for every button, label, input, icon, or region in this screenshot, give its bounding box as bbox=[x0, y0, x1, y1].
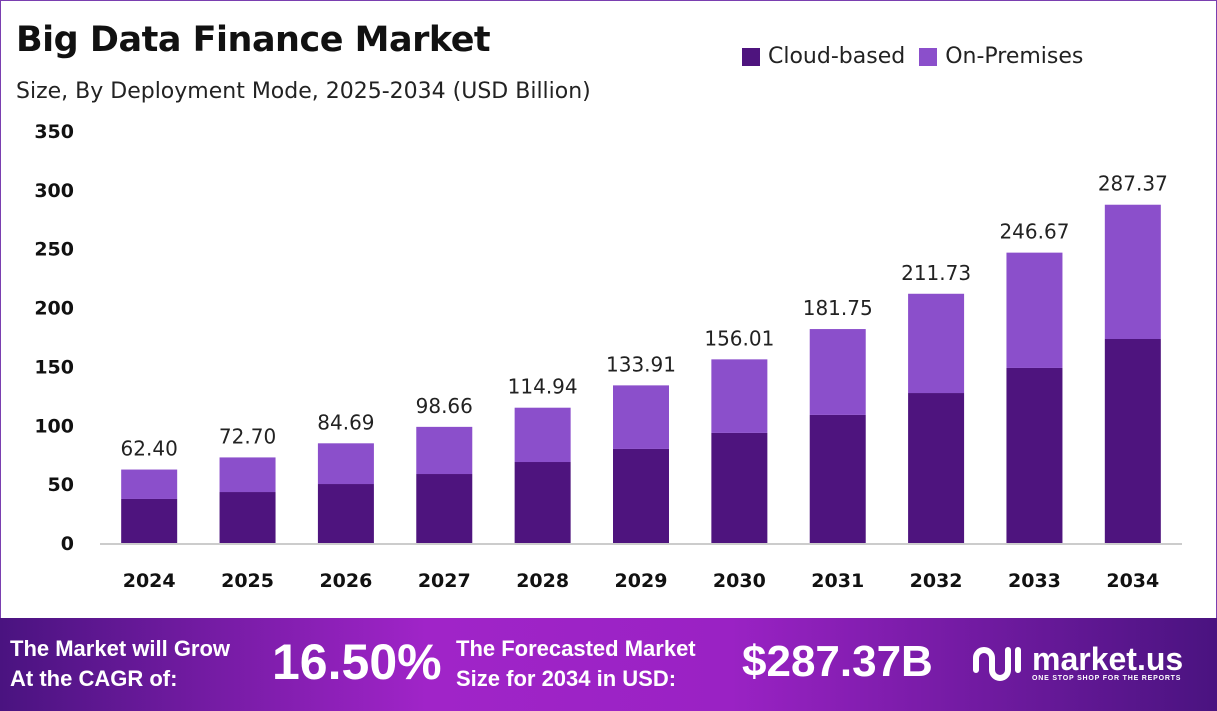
total-label-2028: 114.94 bbox=[508, 375, 578, 399]
chart-subtitle: Size, By Deployment Mode, 2025-2034 (USD… bbox=[16, 79, 591, 104]
x-tick-label: 2027 bbox=[418, 570, 471, 592]
market-us-logo: market.us ONE STOP SHOP FOR THE REPORTS bbox=[972, 640, 1183, 684]
y-tick-label: 0 bbox=[61, 533, 74, 555]
bar-cloud-2029 bbox=[613, 448, 669, 543]
bar-onprem-2027 bbox=[416, 426, 473, 475]
forecast-label-line1: The Forecasted Market bbox=[456, 636, 696, 661]
bar-cloud-2034 bbox=[1104, 339, 1161, 543]
cagr-value: 16.50% bbox=[272, 634, 442, 690]
bar-cloud-2033 bbox=[1006, 367, 1063, 543]
forecast-label: The Forecasted Market Size for 2034 in US… bbox=[456, 634, 696, 694]
logo-name: market.us bbox=[1032, 640, 1184, 677]
bar-cloud-2030 bbox=[711, 432, 768, 543]
legend-label-onprem: On-Premises bbox=[945, 44, 1084, 69]
y-tick-label: 250 bbox=[34, 239, 74, 261]
bar-cloud-2027 bbox=[416, 474, 473, 543]
bar-onprem-2028 bbox=[514, 407, 571, 463]
logo-mark-icon bbox=[973, 647, 1021, 681]
y-tick-label: 350 bbox=[34, 121, 74, 143]
bar-cloud-2032 bbox=[908, 393, 965, 543]
legend-label-cloud: Cloud-based bbox=[768, 44, 906, 69]
y-tick-label: 50 bbox=[48, 474, 74, 496]
x-tick-label: 2028 bbox=[516, 570, 569, 592]
x-tick-label: 2034 bbox=[1106, 570, 1159, 592]
y-tick-label: 100 bbox=[34, 415, 74, 437]
total-label-2033: 246.67 bbox=[999, 220, 1069, 244]
bar-cloud-2028 bbox=[514, 462, 571, 543]
cagr-label: The Market will Grow At the CAGR of: bbox=[10, 634, 230, 694]
forecast-label-line2: Size for 2034 in USD: bbox=[456, 666, 677, 691]
total-label-2024: 62.40 bbox=[121, 437, 178, 461]
bar-onprem-2034 bbox=[1104, 204, 1161, 340]
y-tick-label: 150 bbox=[34, 356, 74, 378]
x-tick-label: 2032 bbox=[910, 570, 963, 592]
x-tick-label: 2029 bbox=[615, 570, 668, 592]
bar-cloud-2025 bbox=[219, 492, 276, 543]
bar-onprem-2033 bbox=[1006, 252, 1063, 368]
total-label-2030: 156.01 bbox=[704, 326, 774, 350]
x-tick-label: 2033 bbox=[1008, 570, 1061, 592]
bar-cloud-2031 bbox=[809, 414, 866, 543]
bar-onprem-2026 bbox=[317, 443, 374, 485]
chart-title: Big Data Finance Market bbox=[16, 20, 491, 60]
bar-cloud-2026 bbox=[317, 484, 374, 543]
total-label-2025: 72.70 bbox=[219, 424, 276, 448]
total-label-2031: 181.75 bbox=[803, 296, 873, 320]
total-label-2034: 287.37 bbox=[1098, 172, 1168, 196]
total-label-2027: 98.66 bbox=[416, 394, 473, 418]
total-label-2032: 211.73 bbox=[901, 261, 971, 285]
logo-tagline: ONE STOP SHOP FOR THE REPORTS bbox=[1032, 674, 1182, 682]
x-tick-label: 2030 bbox=[713, 570, 766, 592]
cagr-label-line2: At the CAGR of: bbox=[10, 666, 178, 691]
legend-item-onprem: On-Premises bbox=[919, 44, 1083, 69]
x-tick-label: 2026 bbox=[319, 570, 372, 592]
bar-onprem-2024 bbox=[121, 469, 178, 499]
x-tick-label: 2025 bbox=[221, 570, 274, 592]
legend: Cloud-based On-Premises bbox=[742, 44, 1083, 69]
bar-onprem-2030 bbox=[711, 359, 768, 433]
x-tick-label: 2024 bbox=[123, 570, 176, 592]
legend-swatch-cloud bbox=[742, 47, 760, 66]
x-tick-label: 2031 bbox=[811, 570, 864, 592]
y-tick-label: 300 bbox=[34, 180, 74, 202]
legend-swatch-onprem bbox=[919, 47, 938, 66]
bar-onprem-2031 bbox=[809, 329, 866, 415]
chart-plot: 0 50 100 150 200 250 300 350 62.40 2024 72.70 2025 8… bbox=[34, 121, 1182, 592]
footer-banner: The Market will Grow At the CAGR of: 16.5… bbox=[0, 618, 1217, 711]
bar-cloud-2024 bbox=[121, 498, 178, 543]
total-label-2029: 133.91 bbox=[606, 352, 676, 376]
bar-onprem-2025 bbox=[219, 457, 276, 493]
total-label-2026: 84.69 bbox=[317, 410, 374, 434]
bar-onprem-2032 bbox=[908, 293, 965, 394]
y-tick-label: 200 bbox=[34, 298, 74, 320]
forecast-value: $287.37B bbox=[742, 637, 933, 686]
legend-item-cloud: Cloud-based bbox=[742, 44, 905, 69]
bar-onprem-2029 bbox=[613, 385, 669, 449]
cagr-label-line1: The Market will Grow bbox=[10, 636, 231, 661]
